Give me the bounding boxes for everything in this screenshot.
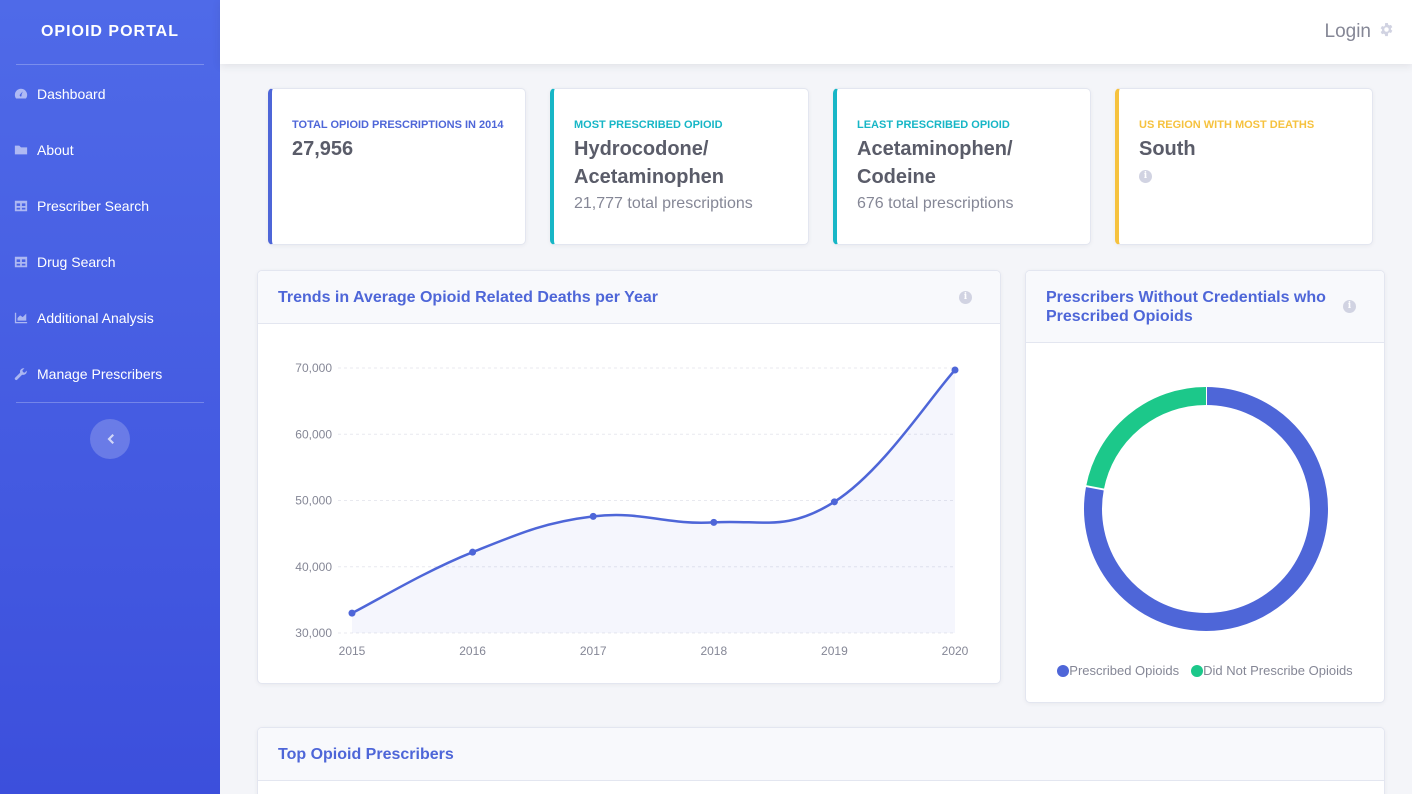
data-point: [589, 512, 597, 520]
sidebar-divider: [16, 402, 204, 403]
legend-label: Did Not Prescribe Opioids: [1203, 663, 1353, 678]
stat-card-total-prescriptions: TOTAL OPIOID PRESCRIPTIONS IN 2014 27,95…: [268, 88, 526, 245]
sidebar-item-label: Prescriber Search: [37, 198, 150, 214]
stat-label: TOTAL OPIOID PRESCRIPTIONS IN 2014: [292, 119, 504, 131]
y-tick-label: 40,000: [295, 560, 332, 574]
sidebar-item-label: About: [37, 142, 74, 158]
tachometer-icon: [13, 87, 29, 101]
y-tick-label: 60,000: [295, 427, 332, 441]
sidebar-item-label: Manage Prescribers: [37, 366, 163, 382]
sidebar-item-drug-search[interactable]: Drug Search: [0, 234, 220, 290]
gear-icon[interactable]: [1379, 22, 1394, 42]
stat-label: MOST PRESCRIBED OPIOID: [574, 119, 723, 131]
info-icon[interactable]: i: [1343, 300, 1356, 313]
sidebar-item-prescriber-search[interactable]: Prescriber Search: [0, 178, 220, 234]
donut-slice: [1086, 387, 1207, 490]
info-icon[interactable]: i: [1139, 170, 1152, 183]
sidebar-item-additional-analysis[interactable]: Additional Analysis: [0, 290, 220, 346]
stat-label: US REGION WITH MOST DEATHS: [1139, 119, 1315, 131]
legend-item[interactable]: Prescribed Opioids: [1057, 663, 1179, 678]
y-tick-label: 70,000: [295, 361, 332, 375]
stat-card-most-prescribed: MOST PRESCRIBED OPIOID Hydrocodone/ Acet…: [550, 88, 809, 245]
sidebar-divider: [16, 64, 204, 65]
data-point: [348, 609, 356, 617]
line-chart: 70,000 60,000 50,000 40,000 30,000 2015 2016 20…: [295, 361, 969, 658]
y-tick-label: 50,000: [295, 494, 332, 508]
donut-slice: [1084, 387, 1328, 631]
brand-title[interactable]: OPIOID PORTAL: [40, 23, 180, 40]
table-icon: [13, 199, 29, 213]
sidebar-toggle-button[interactable]: [90, 419, 130, 459]
legend-swatch: [1191, 664, 1204, 677]
panel-title: Top Opioid Prescribers: [278, 745, 454, 763]
info-icon[interactable]: i: [959, 290, 972, 304]
stat-subtext: 21,777 total prescriptions: [574, 195, 753, 212]
panel-title: Prescribers Without Credentials who Pres…: [1046, 288, 1326, 325]
sidebar-item-label: Additional Analysis: [37, 310, 154, 326]
line-chart-panel: Trends in Average Opioid Related Deaths …: [257, 270, 1001, 684]
stat-value: South: [1139, 138, 1196, 160]
donut-chart: [1084, 386, 1328, 631]
data-point: [951, 366, 959, 374]
sidebar-item-label: Dashboard: [37, 86, 106, 102]
stat-card-region-deaths: US REGION WITH MOST DEATHS South i: [1115, 88, 1373, 245]
x-tick-label: 2017: [580, 644, 607, 658]
x-tick-label: 2018: [700, 644, 727, 658]
x-tick-label: 2015: [339, 644, 366, 658]
top-prescribers-panel: Top Opioid Prescribers: [257, 727, 1385, 794]
x-tick-label: 2019: [821, 644, 848, 658]
slice-separator: [1084, 484, 1106, 491]
x-tick-label: 2020: [942, 644, 969, 658]
sidebar-item-manage-prescribers[interactable]: Manage Prescribers: [0, 346, 220, 402]
stat-subtext: 676 total prescriptions: [857, 195, 1014, 212]
data-point: [710, 518, 718, 526]
legend-swatch: [1057, 664, 1070, 677]
area-chart-icon: [13, 311, 29, 325]
sidebar-item-dashboard[interactable]: Dashboard: [0, 66, 220, 122]
chart-legend: Prescribed Opioids Did Not Prescribe Opi…: [1026, 663, 1384, 678]
stat-value: 27,956: [292, 138, 354, 160]
legend-item[interactable]: Did Not Prescribe Opioids: [1191, 663, 1353, 678]
folder-icon: [13, 143, 29, 157]
sidebar: OPIOID PORTAL Dashboard About Prescriber…: [0, 0, 220, 794]
table-icon: [13, 255, 29, 269]
stat-value: Acetaminophen/ Codeine: [857, 138, 1013, 188]
data-point: [830, 498, 838, 506]
x-tick-label: 2016: [459, 644, 486, 658]
series-line: [351, 369, 956, 615]
stat-label: LEAST PRESCRIBED OPIOID: [857, 119, 1010, 131]
sidebar-item-about[interactable]: About: [0, 122, 220, 178]
y-tick-label: 30,000: [295, 626, 332, 640]
series-area: [352, 369, 955, 633]
wrench-icon: [13, 367, 29, 381]
legend-label: Prescribed Opioids: [1069, 663, 1180, 678]
stat-value: Hydrocodone/ Acetaminophen: [574, 138, 725, 188]
stat-card-least-prescribed: LEAST PRESCRIBED OPIOID Acetaminophen/ C…: [833, 88, 1091, 245]
panel-title: Trends in Average Opioid Related Deaths …: [278, 288, 658, 306]
donut-chart-panel: Prescribers Without Credentials who Pres…: [1025, 270, 1385, 703]
chevron-left-icon: [107, 434, 114, 444]
sidebar-item-label: Drug Search: [37, 254, 116, 270]
login-link[interactable]: Login: [1324, 21, 1372, 42]
topbar: Login: [220, 0, 1412, 64]
data-point: [469, 548, 477, 556]
